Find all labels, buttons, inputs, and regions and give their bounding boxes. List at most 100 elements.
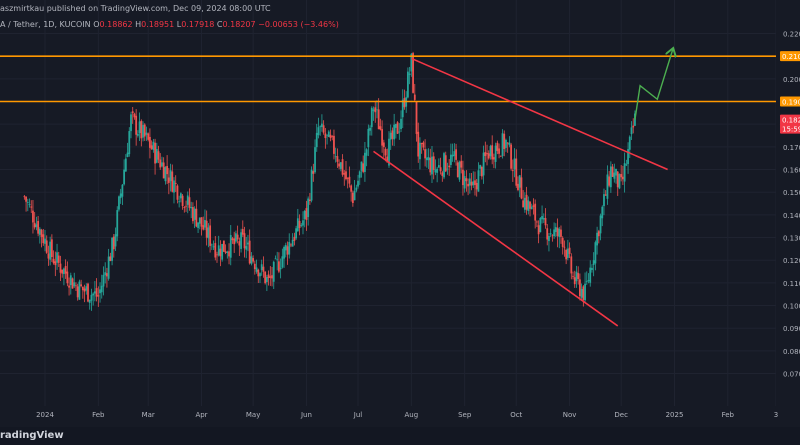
candle-body bbox=[130, 114, 132, 132]
candle-body bbox=[494, 145, 497, 162]
candle-body bbox=[455, 149, 457, 160]
candle-body bbox=[553, 229, 556, 237]
candle-body bbox=[293, 236, 296, 241]
candle-body bbox=[329, 134, 332, 138]
candle-body bbox=[477, 170, 480, 192]
candle-body bbox=[32, 210, 34, 223]
candle-body bbox=[288, 241, 291, 255]
x-tick-label: Jul bbox=[353, 411, 363, 419]
candle-body bbox=[429, 157, 432, 173]
candle-body bbox=[100, 285, 103, 293]
price-tag-bg bbox=[780, 96, 800, 107]
x-tick-label: Nov bbox=[563, 411, 577, 419]
candle-body bbox=[210, 244, 213, 246]
candle-body bbox=[140, 120, 143, 139]
candle-body bbox=[40, 229, 43, 237]
candle-body bbox=[219, 248, 222, 257]
candle-body bbox=[149, 136, 151, 148]
candle-body bbox=[278, 261, 280, 272]
candle-body bbox=[276, 259, 279, 261]
x-tick-label: 2024 bbox=[36, 411, 54, 419]
candle-body bbox=[28, 204, 31, 206]
candle-body bbox=[71, 278, 74, 289]
price-tag-bg bbox=[780, 123, 800, 134]
candle-body bbox=[73, 282, 76, 287]
candle-body bbox=[369, 127, 371, 131]
candle-body bbox=[286, 246, 289, 255]
candle-body bbox=[346, 177, 349, 179]
candle-body bbox=[307, 198, 310, 218]
candle-body bbox=[470, 181, 473, 186]
candle-body bbox=[537, 225, 540, 235]
x-tick-label: Dec bbox=[614, 411, 628, 419]
candle-body bbox=[291, 239, 294, 247]
candle-body bbox=[479, 165, 482, 169]
candle-body bbox=[491, 145, 494, 160]
candle-body bbox=[255, 267, 258, 272]
y-tick-label: 0.160 bbox=[783, 167, 800, 175]
y-tick-label: 0.220 bbox=[783, 31, 800, 39]
candle-body bbox=[145, 132, 148, 135]
y-tick-label: 0.080 bbox=[783, 348, 800, 356]
y-tick-label: 0.110 bbox=[783, 280, 800, 288]
candle-body bbox=[604, 194, 607, 196]
candle-body bbox=[556, 227, 559, 237]
candle-body bbox=[212, 246, 215, 248]
candle-body bbox=[465, 178, 468, 182]
candle-body bbox=[608, 176, 611, 186]
candle-body bbox=[503, 133, 506, 149]
candle-body bbox=[274, 258, 277, 260]
candle-body bbox=[102, 274, 105, 287]
candle-body bbox=[591, 267, 593, 270]
y-tick-label: 0.200 bbox=[783, 76, 800, 84]
symbol-label: A / Tether, 1D, KUCOIN bbox=[0, 20, 91, 29]
candle-body bbox=[336, 156, 339, 162]
candle-body bbox=[176, 185, 179, 200]
candle-body bbox=[573, 277, 576, 285]
candle-body bbox=[589, 267, 592, 283]
candle-body bbox=[214, 243, 217, 258]
candle-body bbox=[312, 171, 315, 174]
candle-body bbox=[97, 295, 100, 297]
candle-body bbox=[118, 196, 120, 210]
candle-body bbox=[190, 207, 193, 209]
candle-body bbox=[88, 299, 91, 303]
candle-body bbox=[272, 261, 275, 282]
candle-body bbox=[566, 248, 569, 258]
candle-body bbox=[229, 235, 232, 258]
candle-body bbox=[179, 193, 182, 199]
candle-body bbox=[554, 227, 557, 232]
candle-body bbox=[439, 167, 442, 172]
candle-body bbox=[484, 152, 487, 157]
candle-body bbox=[66, 271, 69, 284]
candle-body bbox=[587, 279, 590, 282]
price-tag-bg bbox=[780, 114, 800, 125]
candle-body bbox=[345, 171, 347, 180]
candle-body bbox=[226, 251, 229, 253]
candle-body bbox=[515, 158, 518, 186]
candle-body bbox=[412, 53, 414, 93]
candle-body bbox=[611, 166, 614, 177]
candle-body bbox=[544, 218, 547, 226]
candle-body bbox=[317, 127, 320, 136]
candle-body bbox=[235, 233, 237, 242]
candle-body bbox=[315, 132, 318, 148]
candle-body bbox=[112, 236, 115, 250]
x-tick-label: Sep bbox=[458, 411, 472, 419]
candle-body bbox=[506, 142, 509, 144]
candle-body bbox=[450, 154, 452, 165]
candle-body bbox=[47, 253, 50, 259]
candle-body bbox=[424, 149, 427, 159]
candle-body bbox=[305, 208, 308, 220]
candle-body bbox=[63, 268, 65, 275]
candle-body bbox=[267, 274, 270, 279]
candle-body bbox=[458, 161, 461, 180]
candle-body bbox=[207, 227, 210, 239]
candle-body bbox=[135, 115, 138, 135]
candle-body bbox=[522, 200, 525, 208]
change-value: −0.00653 (−3.46%) bbox=[258, 20, 339, 29]
candle-body bbox=[124, 158, 127, 172]
candle-body bbox=[80, 284, 83, 287]
candle-body bbox=[283, 246, 285, 259]
